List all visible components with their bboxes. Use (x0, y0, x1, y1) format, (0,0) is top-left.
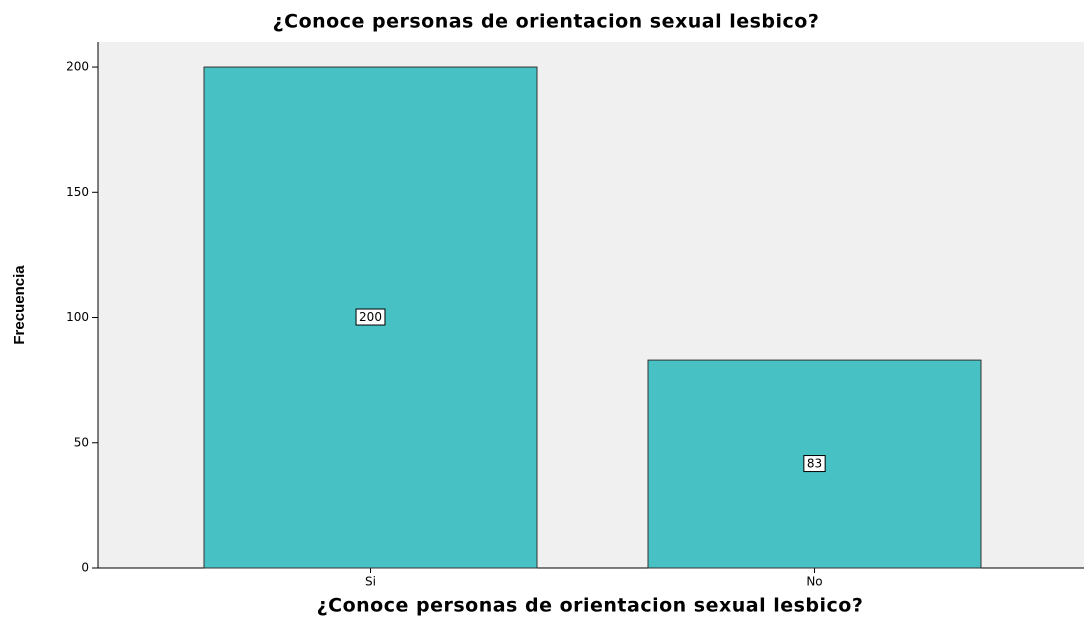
chart-title: ¿Conoce personas de orientacion sexual l… (273, 11, 820, 33)
y-tick-label: 0 (81, 561, 89, 575)
y-tick-label: 150 (66, 185, 89, 199)
data-label-box (803, 455, 826, 473)
y-tick-label: 100 (66, 310, 89, 324)
data-label: 200 (359, 310, 382, 324)
y-tick-label: 50 (74, 435, 89, 449)
y-tick-label: 200 (66, 60, 89, 74)
x-tick-label: Si (365, 575, 376, 589)
data-label: 83 (807, 457, 822, 471)
x-axis-label: ¿Conoce personas de orientacion sexual l… (317, 595, 864, 617)
data-label-box (355, 308, 386, 326)
y-axis-label: Frecuencia (11, 265, 28, 345)
x-tick-label: No (806, 575, 822, 589)
